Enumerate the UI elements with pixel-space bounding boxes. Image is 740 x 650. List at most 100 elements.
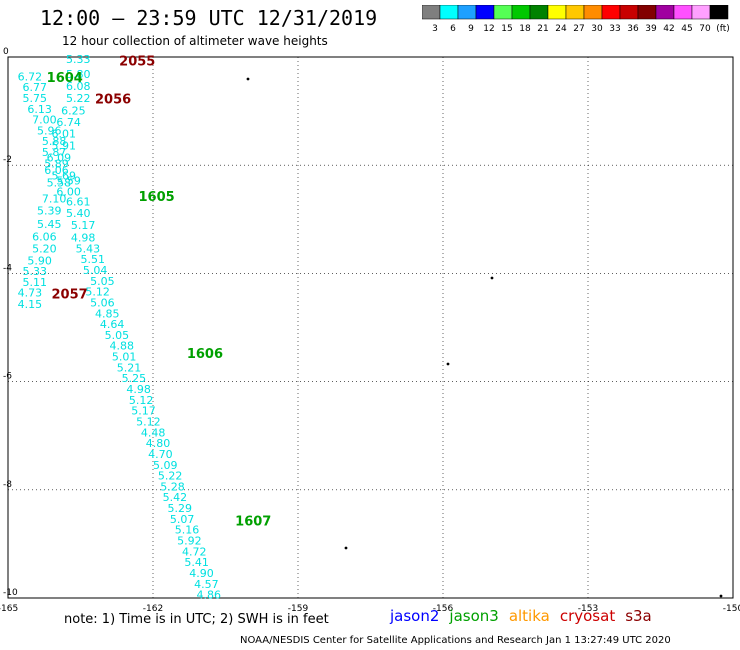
scale-label: 3 bbox=[432, 24, 438, 34]
scale-label: 15 bbox=[501, 24, 512, 34]
x-tick-label: -165 bbox=[0, 604, 18, 614]
swh-value: 5.20 bbox=[32, 242, 57, 255]
swh-value: 5.91 bbox=[52, 140, 77, 153]
time-label: 2055 bbox=[119, 55, 155, 70]
swh-value: 5.41 bbox=[184, 556, 209, 569]
swh-value: 5.21 bbox=[117, 361, 142, 374]
island-mark bbox=[246, 77, 250, 81]
plot-frame bbox=[7, 56, 734, 599]
swh-value: 5.40 bbox=[66, 207, 91, 220]
satellite-legend: jason2 jason3 altika cryosat s3a bbox=[390, 607, 662, 625]
x-tick-label: -153 bbox=[578, 604, 598, 614]
swh-value: 7.00 bbox=[32, 114, 57, 127]
swh-value: 5.42 bbox=[163, 491, 188, 504]
island-mark bbox=[344, 546, 348, 550]
scale-label: 39 bbox=[645, 24, 657, 34]
swh-value: 6.77 bbox=[23, 81, 48, 94]
swh-value: 5.80 bbox=[66, 68, 91, 81]
satellite-legend-item: jason2 bbox=[390, 607, 440, 625]
swh-value: 5.90 bbox=[27, 254, 52, 267]
x-tick-label: -159 bbox=[288, 604, 309, 614]
time-label: 2056 bbox=[95, 93, 131, 108]
swh-value: 5.96 bbox=[37, 124, 62, 137]
y-tick-label: -8 bbox=[3, 480, 12, 490]
swh-value: 6.61 bbox=[66, 195, 91, 208]
satellite-legend-item: jason3 bbox=[449, 607, 499, 625]
swh-value: 5.04 bbox=[83, 264, 108, 277]
swh-value: 5.17 bbox=[71, 219, 96, 232]
swh-value: 6.09 bbox=[47, 151, 72, 164]
swh-value: 5.05 bbox=[105, 329, 129, 342]
swh-value: 4.98 bbox=[71, 232, 96, 245]
swh-value: 4.88 bbox=[110, 340, 135, 353]
swh-value: 5.69 bbox=[52, 169, 77, 182]
swh-value: 5.12 bbox=[85, 286, 110, 299]
swh-value: 5.16 bbox=[175, 524, 200, 537]
swh-value: 5.88 bbox=[42, 135, 66, 148]
scale-swatch bbox=[709, 5, 729, 20]
scale-label: 24 bbox=[555, 24, 567, 34]
y-tick-label: -6 bbox=[3, 372, 12, 382]
satellite-legend-item: cryosat bbox=[559, 607, 616, 625]
scale-label: 12 bbox=[483, 24, 494, 34]
swh-value: 5.75 bbox=[23, 92, 48, 105]
swh-value: 5.59 bbox=[56, 175, 80, 188]
time-label: 1604 bbox=[47, 71, 83, 86]
time-label: 2057 bbox=[52, 287, 88, 302]
scale-label: 45 bbox=[681, 24, 692, 34]
scale-label: 70 bbox=[699, 24, 711, 34]
swh-value: 5.17 bbox=[131, 405, 156, 418]
swh-value: 5.43 bbox=[76, 242, 101, 255]
swh-value: 7.10 bbox=[42, 193, 66, 206]
swh-value: 5.06 bbox=[90, 296, 115, 309]
swh-value: 5.89 bbox=[44, 157, 69, 170]
swh-value: 5.25 bbox=[122, 372, 147, 385]
swh-value: 6.13 bbox=[27, 103, 52, 116]
time-label: 1606 bbox=[187, 347, 223, 362]
color-scale-legend: 3 6 9 12 15 18 21 24 27 30 33 36 39 42 45 70 (ft) bbox=[422, 5, 730, 34]
swh-value: 4.48 bbox=[141, 426, 166, 439]
swh-value: 5.87 bbox=[42, 146, 66, 159]
swh-value: 6.06 bbox=[32, 230, 57, 243]
swh-value: 4.90 bbox=[189, 567, 214, 580]
swh-value: 5.22 bbox=[66, 92, 91, 105]
y-tick-label: -4 bbox=[3, 263, 12, 273]
island-mark bbox=[719, 594, 723, 598]
note-text: note: 1) Time is in UTC; 2) SWH is in fe… bbox=[64, 612, 329, 627]
swh-value: 4.86 bbox=[197, 589, 222, 602]
swh-value: 4.72 bbox=[182, 545, 207, 558]
swh-value: 5.51 bbox=[81, 253, 106, 266]
swh-value: 5.12 bbox=[136, 415, 161, 428]
swh-value: 4.98 bbox=[126, 383, 150, 396]
swh-value: 6.01 bbox=[52, 128, 77, 141]
swh-value: 5.29 bbox=[168, 502, 193, 515]
swh-value: 6.06 bbox=[44, 164, 69, 177]
scale-label: 42 bbox=[663, 24, 674, 34]
x-tick-label: -156 bbox=[433, 604, 454, 614]
island-mark bbox=[490, 276, 494, 280]
y-tick-label: -10 bbox=[3, 588, 18, 598]
scale-label: 30 bbox=[591, 24, 603, 34]
satellite-legend-item: altika bbox=[508, 607, 550, 625]
swh-value: 5.39 bbox=[37, 204, 62, 217]
swh-value: 6.08 bbox=[66, 80, 91, 93]
swh-value: 6.00 bbox=[56, 186, 80, 199]
swh-value: 5.45 bbox=[37, 218, 62, 231]
x-tick-label: -162 bbox=[143, 604, 163, 614]
swh-value: 5.05 bbox=[90, 275, 115, 288]
swh-value: 4.85 bbox=[95, 307, 120, 320]
y-tick-label: 0 bbox=[3, 47, 9, 57]
swh-value: 5.33 bbox=[66, 53, 91, 66]
swh-value: 4.80 bbox=[146, 437, 171, 450]
swh-value: 5.07 bbox=[170, 513, 195, 526]
scale-label: 18 bbox=[519, 24, 531, 34]
swh-value: 4.57 bbox=[194, 578, 219, 591]
scale-label: 21 bbox=[537, 24, 548, 34]
swh-value: 4.64 bbox=[100, 318, 125, 331]
scale-label: 33 bbox=[609, 24, 620, 34]
swh-value: 4.73 bbox=[18, 287, 42, 300]
scale-label: 6 bbox=[450, 24, 456, 34]
x-tick-label: -150 bbox=[723, 604, 740, 614]
swh-value: 6.25 bbox=[61, 104, 86, 117]
